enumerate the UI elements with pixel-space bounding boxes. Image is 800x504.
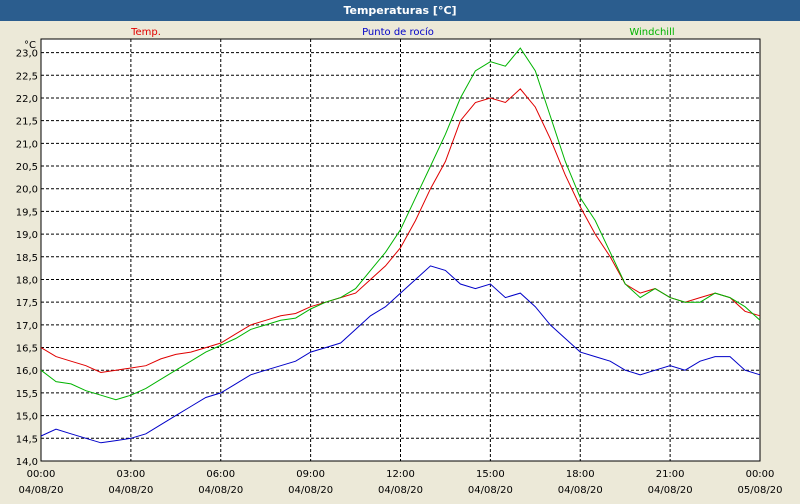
x-tick-time: 18:00 [566, 469, 595, 480]
y-tick-label: 15,0 [16, 412, 38, 423]
series-line-windchill [40, 47, 761, 401]
y-tick-label: 21,0 [16, 139, 38, 150]
y-tick-label: 14,5 [16, 434, 38, 445]
x-tick-time: 12:00 [386, 469, 415, 480]
y-tick-label: 14,0 [16, 457, 38, 468]
legend-dewpoint: Punto de rocío [362, 26, 434, 38]
y-tick-label: 16,0 [16, 366, 38, 377]
y-tick-label: 17,0 [16, 321, 38, 332]
x-tick-date: 04/08/20 [378, 485, 423, 496]
x-tick-time: 15:00 [476, 469, 505, 480]
temperature-chart: 14,0 14,5 15,0 15,5 16,0 16,5 17,0 17,5 18,0 18,5… [16, 26, 783, 496]
x-tick-time: 00:00 [746, 469, 775, 480]
y-tick-label: 20,5 [16, 162, 38, 173]
y-tick-label: 23,0 [16, 49, 38, 60]
y-tick-label: 19,5 [16, 207, 38, 218]
x-tick-time: 06:00 [206, 469, 235, 480]
y-tick-label: 22,0 [16, 94, 38, 105]
y-tick-label: 17,5 [16, 298, 38, 309]
y-tick-label: 16,5 [16, 344, 38, 355]
legend-temp: Temp. [130, 27, 161, 38]
series-line-dewpoint [40, 265, 761, 444]
x-tick-date: 05/08/20 [738, 485, 783, 496]
y-tick-label: 22,5 [16, 71, 38, 82]
y-tick-label: 20,0 [16, 185, 38, 196]
series-line-temp [40, 88, 761, 374]
y-axis-label: °C [24, 40, 36, 51]
y-tick-label: 18,5 [16, 253, 38, 264]
x-tick-date: 04/08/20 [468, 485, 513, 496]
x-tick-time: 09:00 [296, 469, 325, 480]
x-tick-date: 04/08/20 [288, 485, 333, 496]
y-tick-label: 21,5 [16, 117, 38, 128]
x-tick-date: 04/08/20 [19, 485, 64, 496]
x-tick-time: 21:00 [656, 469, 685, 480]
x-tick-time: 03:00 [116, 469, 145, 480]
x-tick-time: 00:00 [27, 469, 56, 480]
legend-windchill: Windchill [629, 27, 674, 38]
x-tick-date: 04/08/20 [648, 485, 693, 496]
y-tick-label: 18,0 [16, 275, 38, 286]
y-tick-label: 19,0 [16, 230, 38, 241]
x-tick-date: 04/08/20 [198, 485, 243, 496]
y-tick-label: 15,5 [16, 389, 38, 400]
chart-area: 14,0 14,5 15,0 15,5 16,0 16,5 17,0 17,5 18,0 18,5… [0, 21, 800, 500]
x-tick-date: 04/08/20 [558, 485, 603, 496]
x-tick-date: 04/08/20 [108, 485, 153, 496]
window-title: Temperaturas [°C] [0, 0, 800, 21]
